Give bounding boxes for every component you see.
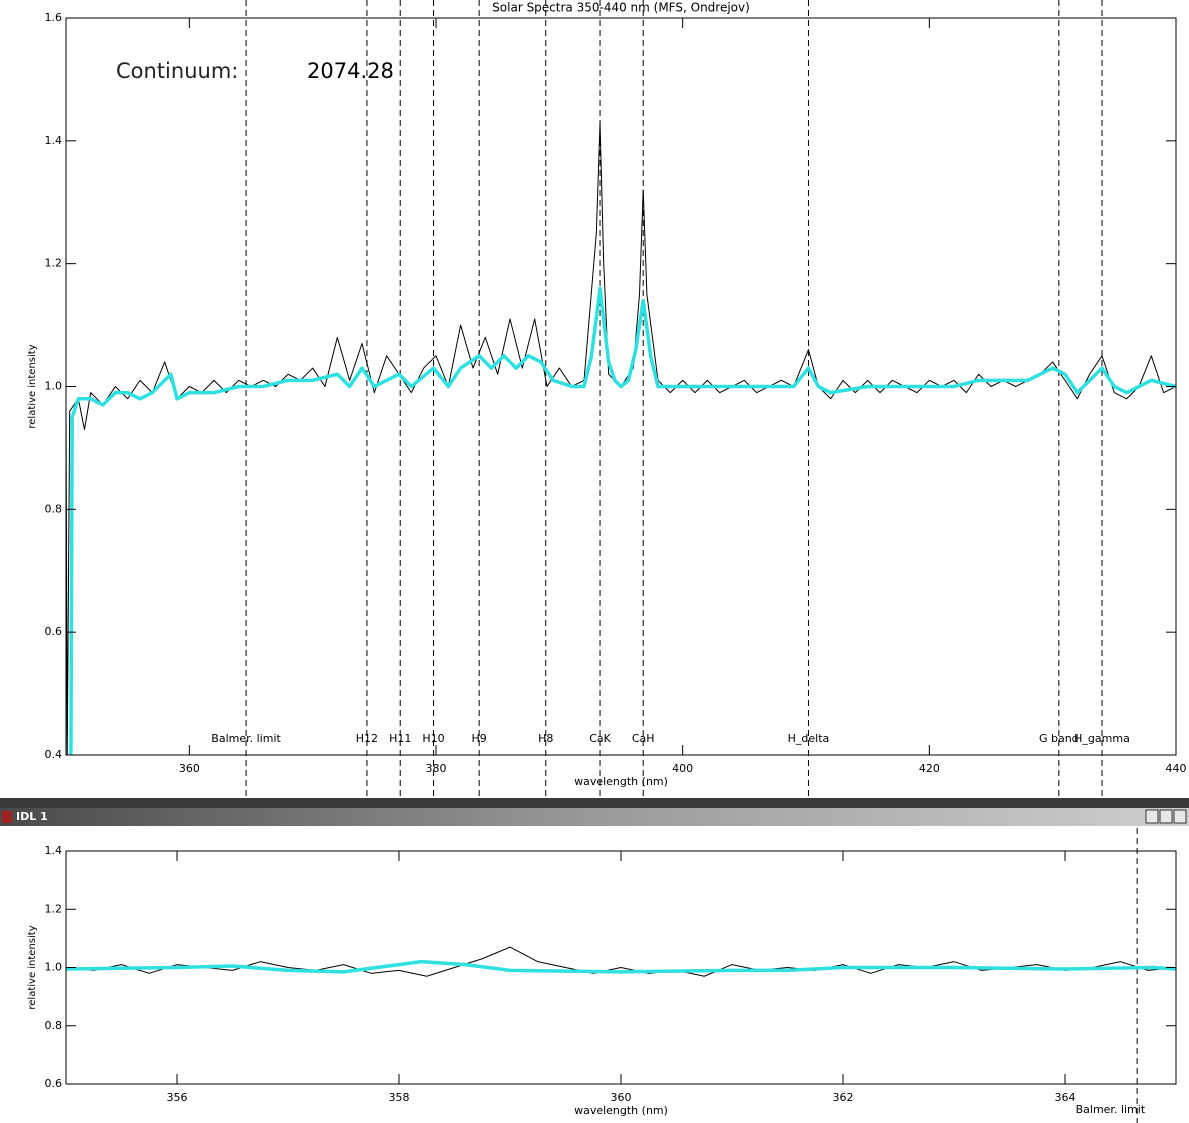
y-axis-label: relative intensity: [27, 344, 38, 428]
y-tick-label: 0.4: [45, 748, 63, 761]
minimize-button[interactable]: [1145, 809, 1159, 824]
marker-label: H12: [356, 732, 378, 745]
y-tick-label: 1.0: [45, 961, 63, 974]
marker-label: H11: [389, 732, 411, 745]
y-tick-label: 1.2: [45, 902, 63, 915]
marker-label: CaK: [589, 732, 611, 745]
background-window-bar: [0, 798, 1189, 808]
close-button[interactable]: [1173, 809, 1187, 824]
y-tick-label: 1.4: [45, 134, 63, 147]
x-tick-label: 400: [672, 762, 693, 775]
x-tick-label: 358: [389, 1091, 410, 1104]
marker-label: Balmer. limit: [211, 732, 281, 745]
marker-label: H9: [472, 732, 487, 745]
y-tick-label: 1.6: [45, 11, 63, 24]
y-tick-label: 1.2: [45, 257, 63, 270]
y-tick-label: 0.8: [45, 502, 63, 515]
window-icon: [2, 811, 12, 823]
marker-label: Balmer. limit: [1076, 1103, 1146, 1116]
x-tick-label: 360: [179, 762, 200, 775]
y-tick-label: 1.0: [45, 380, 63, 393]
annotation-label: Continuum:: [116, 59, 238, 83]
series-line: [69, 286, 1177, 756]
maximize-button[interactable]: [1159, 809, 1173, 824]
x-tick-label: 356: [167, 1091, 188, 1104]
x-tick-label: 360: [611, 1091, 632, 1104]
x-tick-label: 440: [1166, 762, 1187, 775]
series-line: [65, 121, 1177, 756]
series-line: [65, 959, 1177, 974]
window-title-bar: [0, 808, 1189, 826]
marker-label: H10: [422, 732, 444, 745]
y-tick-label: 0.6: [45, 625, 63, 638]
marker-label: H_delta: [788, 732, 830, 745]
marker-label: G band: [1039, 732, 1079, 745]
marker-label: H8: [538, 732, 553, 745]
y-tick-label: 1.4: [45, 844, 63, 857]
marker-label: CaH: [632, 732, 655, 745]
x-tick-label: 364: [1055, 1091, 1076, 1104]
x-tick-label: 380: [426, 762, 447, 775]
window-title: IDL 1: [16, 810, 48, 823]
y-tick-label: 0.6: [45, 1077, 63, 1090]
y-axis-label: relative intensity: [27, 925, 38, 1009]
chart-title: Solar Spectra 350-440 nm (MFS, Ondrejov): [492, 1, 750, 15]
x-tick-label: 362: [833, 1091, 854, 1104]
marker-label: H_gamma: [1074, 732, 1130, 745]
annotation-value: 2074.28: [307, 59, 394, 83]
x-axis-label: wavelength (nm): [574, 775, 668, 788]
x-tick-label: 420: [919, 762, 940, 775]
x-axis-label: wavelength (nm): [574, 1104, 668, 1117]
y-tick-label: 0.8: [45, 1019, 63, 1032]
